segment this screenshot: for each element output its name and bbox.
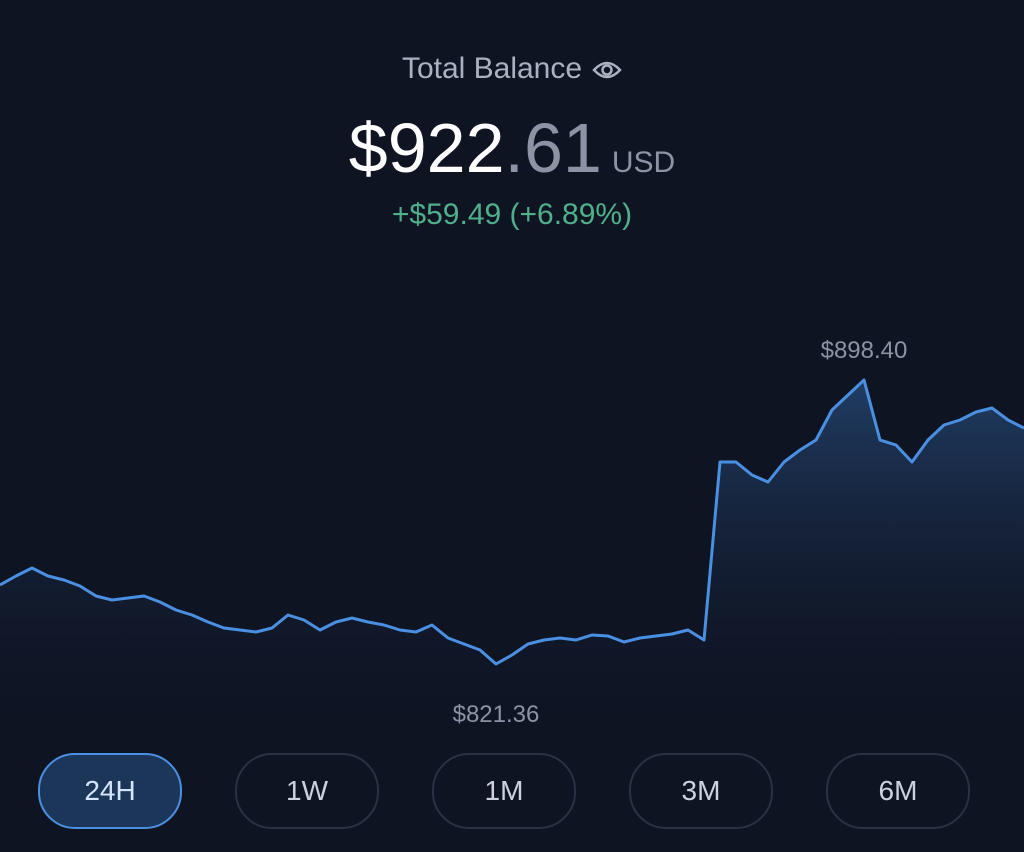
balance-cents: .61 xyxy=(504,109,602,187)
line xyxy=(0,378,1024,666)
eye-icon[interactable] xyxy=(592,59,622,81)
balance: $922.61 USD xyxy=(0,108,1024,188)
range-button[interactable]: 24H xyxy=(38,753,182,829)
line-area xyxy=(0,380,1024,740)
balance-title: Total Balance xyxy=(401,52,583,85)
range-button[interactable]: 3M xyxy=(629,753,773,829)
balance-whole: $922 xyxy=(348,109,505,187)
range-button[interactable]: 1M xyxy=(432,753,576,829)
currency: USD xyxy=(611,146,676,179)
balance-title-row: Total Balance xyxy=(0,52,1024,86)
value-label: $898.40 xyxy=(821,337,908,364)
range-button[interactable]: 6M xyxy=(826,753,970,829)
range-button[interactable]: 1W xyxy=(235,753,379,829)
value-label: $821.36 xyxy=(453,701,540,728)
chart: $821.36 $898.40 xyxy=(0,337,1024,740)
balance-change: +$59.49 (+6.89%) xyxy=(391,198,633,231)
